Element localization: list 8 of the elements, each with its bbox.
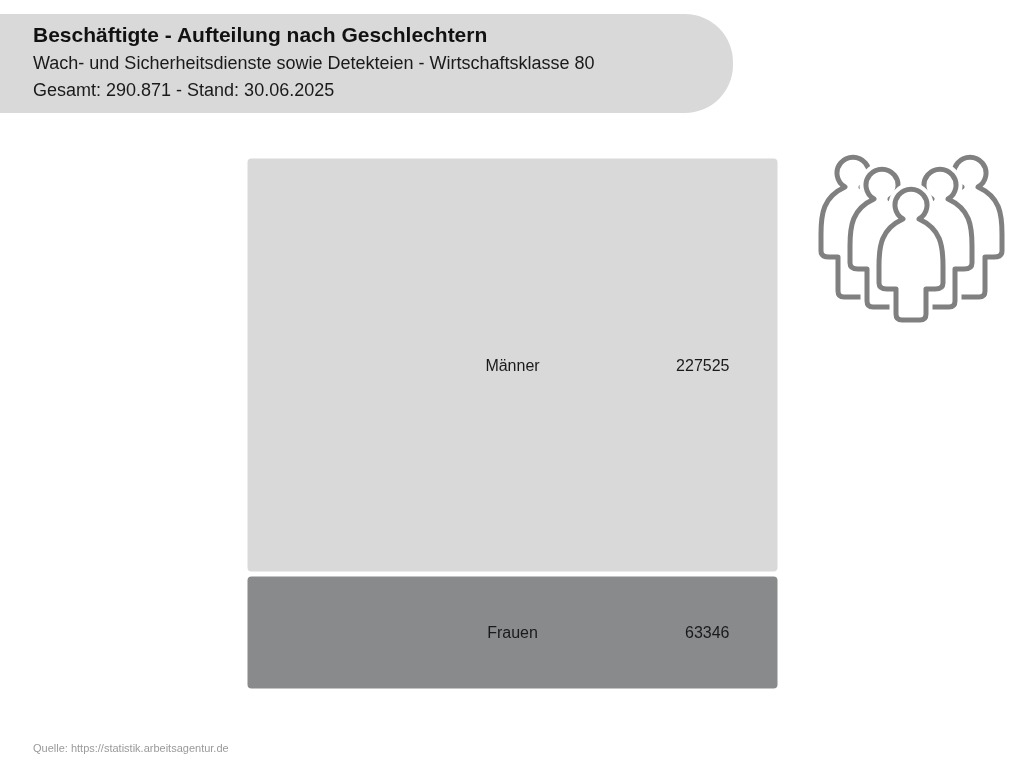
source-note: Quelle: https://statistik.arbeitsagentur.de: [33, 741, 229, 755]
data-label: 227525: [675, 356, 730, 373]
text: Wach- und Sicherheitsdienste sowie Detekteien - Wirtschaftsklasse 80: [33, 52, 595, 74]
category-label: Frauen: [486, 623, 538, 641]
text: Gesamt: 290.871 - Stand: 30.06.2025: [33, 79, 335, 101]
text: Beschäftigte - Aufteilung nach Geschlechtern: [33, 22, 488, 48]
data-label: 63346: [684, 623, 730, 641]
category-label: Männer: [484, 356, 540, 373]
